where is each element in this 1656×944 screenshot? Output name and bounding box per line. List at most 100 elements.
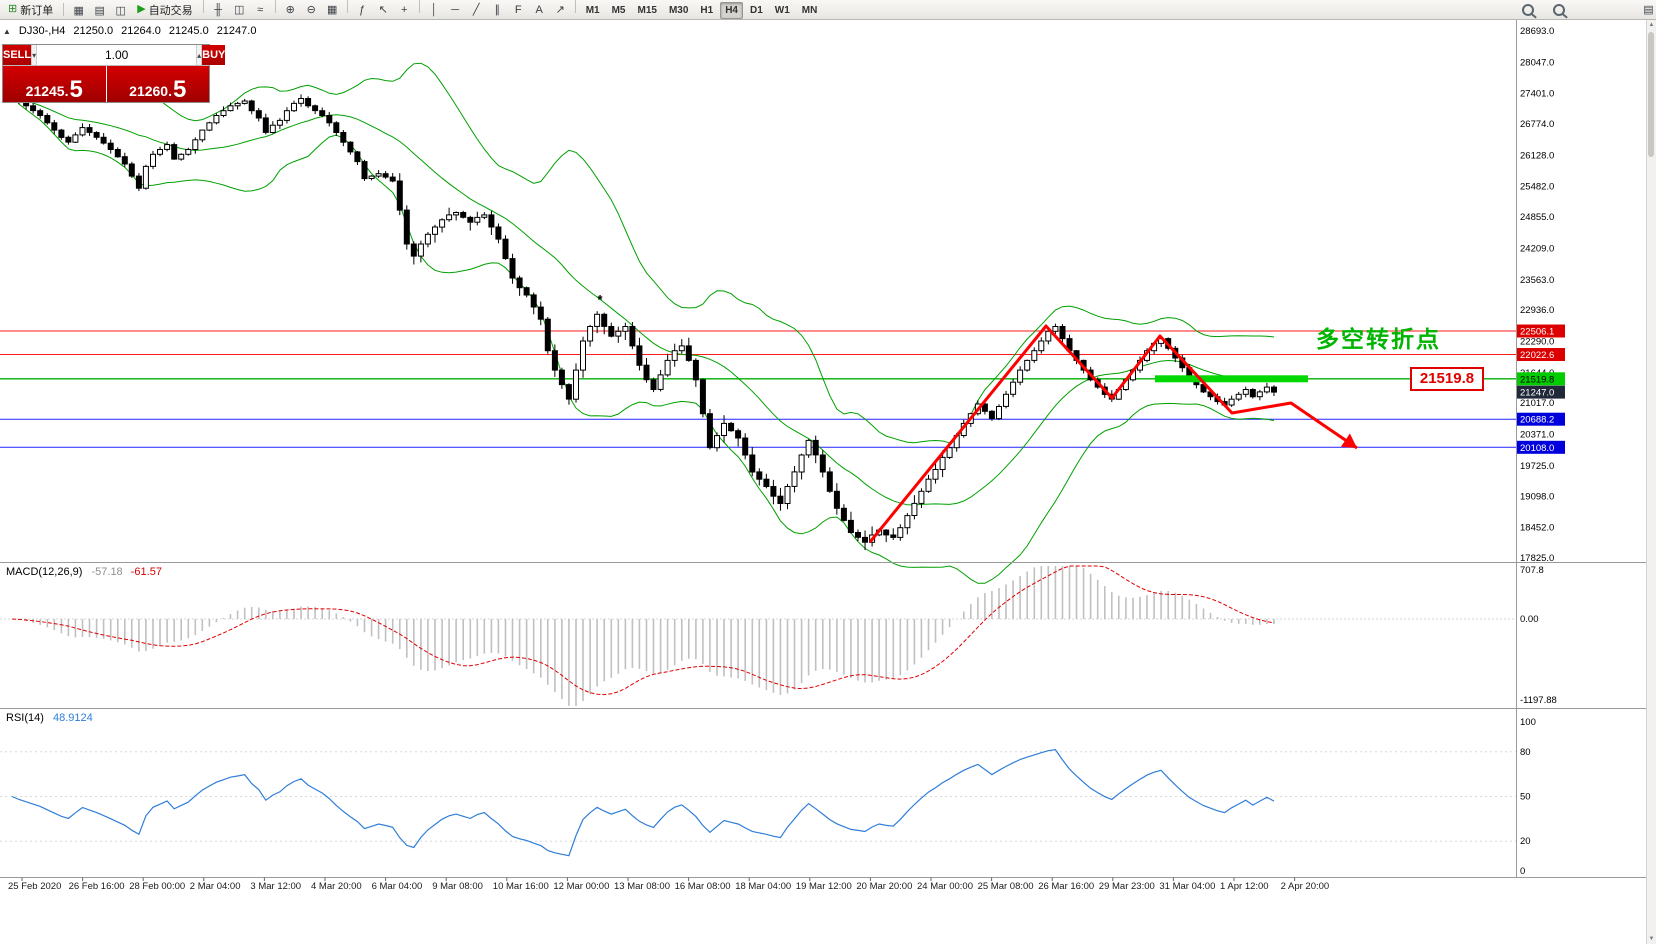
svg-text:22936.0: 22936.0 (1520, 305, 1554, 316)
zoom-in-icon[interactable]: ⊕ (285, 4, 295, 17)
rsi-value: 48.9124 (52, 712, 93, 724)
svg-text:25 Mar 08:00: 25 Mar 08:00 (978, 881, 1034, 892)
svg-text:20 Mar 20:00: 20 Mar 20:00 (856, 881, 912, 892)
vertical-line-icon[interactable]: │ (430, 4, 438, 17)
macd-main-value: -57.18 (91, 566, 123, 578)
timeframe-button-H1[interactable]: H1 (700, 5, 714, 16)
svg-text:24209.0: 24209.0 (1520, 243, 1554, 254)
charts-icon[interactable]: ▦ (73, 4, 84, 17)
buy-price: 21260. (129, 83, 172, 99)
timeframe-button-H4[interactable]: H4 (720, 2, 743, 19)
search-icon[interactable] (1549, 1, 1568, 18)
timeframe-button-W1[interactable]: W1 (774, 5, 790, 16)
line-chart-icon[interactable]: ≈ (257, 4, 264, 17)
price-tags: 22506.1 22022.6 21519.8 21247.0 20688.2 20108… (1517, 324, 1565, 454)
svg-text:707.8: 707.8 (1520, 565, 1544, 576)
cursor-icon[interactable]: ↖ (378, 4, 388, 17)
timeframe-button-MN[interactable]: MN (801, 5, 818, 16)
volume-decrease-button[interactable]: ▾ (31, 45, 38, 65)
svg-text:80: 80 (1520, 747, 1531, 758)
indicators-icon[interactable]: ƒ (359, 4, 366, 17)
rsi-name: RSI(14) (6, 712, 44, 724)
channel-icon[interactable]: ∥ (494, 4, 500, 17)
rsi-panel: 100 80 50 20 0 (0, 717, 1536, 877)
svg-text:-1197.88: -1197.88 (1520, 695, 1557, 706)
one-click-trading-panel: SELL ▾ ▴ BUY 21245.5 21260.5 (2, 44, 226, 103)
svg-text:23563.0: 23563.0 (1520, 275, 1554, 286)
svg-text:24855.0: 24855.0 (1520, 212, 1554, 223)
timeframe-button-M30[interactable]: M30 (668, 5, 689, 16)
scrollbar-thumb[interactable] (1648, 32, 1654, 157)
svg-text:19725.0: 19725.0 (1520, 461, 1554, 472)
svg-text:13 Mar 08:00: 13 Mar 08:00 (614, 881, 670, 892)
autotrade-label: 自动交易 (148, 4, 193, 17)
panel-frame (0, 20, 1656, 878)
svg-text:0: 0 (1520, 866, 1525, 877)
svg-text:28047.0: 28047.0 (1520, 57, 1554, 68)
vertical-scrollbar[interactable]: ▲ ▼ (1646, 20, 1656, 944)
ohlc-high: 21264.0 (121, 25, 161, 37)
panel-toggle-icon[interactable]: ▤ (1643, 4, 1654, 16)
zoom-out-icon[interactable]: ⊖ (306, 4, 316, 17)
bar-chart-icon[interactable]: ╫ (214, 4, 223, 17)
new-order-button[interactable]: ⊞ 新订单 (2, 0, 59, 19)
time-axis: 25 Feb 2020 26 Feb 16:00 28 Feb 00:00 2 Mar… (8, 877, 1329, 892)
zoom-search-icon[interactable] (1518, 1, 1537, 18)
new-order-label: 新订单 (20, 4, 54, 17)
volume-input[interactable] (37, 45, 197, 65)
timeframe-button-M15[interactable]: M15 (637, 5, 657, 16)
toolbar-group-windows: ▦ ▤ ◫ (68, 1, 131, 19)
macd-signal-value: -61.57 (130, 566, 162, 578)
symbol-name: DJ30-,H4 (18, 25, 66, 37)
timeframe-button-D1[interactable]: D1 (750, 5, 763, 16)
crosshair-icon[interactable]: + (400, 4, 408, 17)
timeframe-toolbar: M1 M5 M15 M30 H1 H4 D1 W1 MN (580, 0, 824, 19)
svg-text:21017.0: 21017.0 (1520, 398, 1554, 409)
sell-price: 21245. (25, 83, 69, 99)
svg-text:26774.0: 26774.0 (1520, 119, 1554, 130)
symbol-ohlc-info: ▲ DJ30-,H4 21250.0 21264.0 21245.0 21247… (3, 25, 256, 37)
autotrade-button[interactable]: ▶ 自动交易 (131, 0, 198, 19)
buy-label[interactable]: BUY (202, 45, 226, 65)
svg-text:28 Feb 00:00: 28 Feb 00:00 (129, 881, 185, 892)
rsi-indicator-label: RSI(14) 48.9124 (6, 712, 93, 724)
svg-text:31 Mar 04:00: 31 Mar 04:00 (1159, 881, 1215, 892)
fibonacci-icon[interactable]: F (514, 4, 522, 17)
price-axis: 28693.0 28047.0 27401.0 26774.0 26128.0 25482… (1520, 26, 1554, 564)
ohlc-low: 21245.0 (168, 25, 209, 37)
buy-price-button[interactable]: 21260. 5 (105, 66, 209, 102)
svg-text:1 Apr 12:00: 1 Apr 12:00 (1220, 881, 1269, 892)
navigator-icon[interactable]: ◫ (115, 4, 126, 17)
sell-price-button[interactable]: 21245. 5 (3, 66, 106, 102)
sell-label[interactable]: SELL (3, 45, 32, 65)
one-click-toggle-icon[interactable]: ▲ (3, 26, 11, 36)
svg-text:16 Mar 08:00: 16 Mar 08:00 (675, 881, 731, 892)
tile-windows-icon[interactable]: ▦ (326, 4, 338, 17)
candlestick-chart-icon[interactable]: ◫ (233, 4, 245, 17)
svg-text:2 Mar 04:00: 2 Mar 04:00 (190, 881, 241, 892)
trendline-icon[interactable]: ╱ (472, 4, 480, 17)
ohlc-open: 21250.0 (73, 25, 114, 37)
svg-text:26 Feb 16:00: 26 Feb 16:00 (69, 881, 125, 892)
scroll-down-icon[interactable]: ▼ (1648, 936, 1655, 942)
timeframe-button-M5[interactable]: M5 (611, 5, 626, 16)
svg-text:20688.2: 20688.2 (1520, 415, 1554, 426)
quotes-window-icon[interactable]: ▤ (94, 4, 105, 17)
timeframe-button-M1[interactable]: M1 (585, 5, 600, 16)
main-toolbar: ⊞ 新订单 ▦ ▤ ◫ ▶ 自动交易 ╫ ◫ ≈ ⊕ ⊖ ▦ ƒ ↖ + │ ─ ╱ ∥ F A ↗ M1 M5 M1… (0, 0, 1656, 20)
scroll-up-icon[interactable]: ▲ (1648, 22, 1655, 28)
svg-text:17825.0: 17825.0 (1520, 553, 1554, 564)
bollinger-bands (11, 62, 1275, 584)
text-tool-icon[interactable]: A (535, 4, 543, 17)
svg-text:20: 20 (1520, 836, 1531, 847)
svg-text:25482.0: 25482.0 (1520, 182, 1554, 193)
toolbar-right-group (1517, 1, 1569, 18)
volume-increase-button[interactable]: ▴ (196, 45, 203, 65)
svg-text:19098.0: 19098.0 (1520, 491, 1554, 502)
magnifier-icon (1552, 3, 1565, 16)
arrow-tool-icon[interactable]: ↗ (555, 4, 565, 17)
horizontal-line-icon[interactable]: ─ (451, 4, 460, 17)
svg-text:20371.0: 20371.0 (1520, 430, 1554, 441)
new-order-icon: ⊞ (8, 3, 18, 15)
